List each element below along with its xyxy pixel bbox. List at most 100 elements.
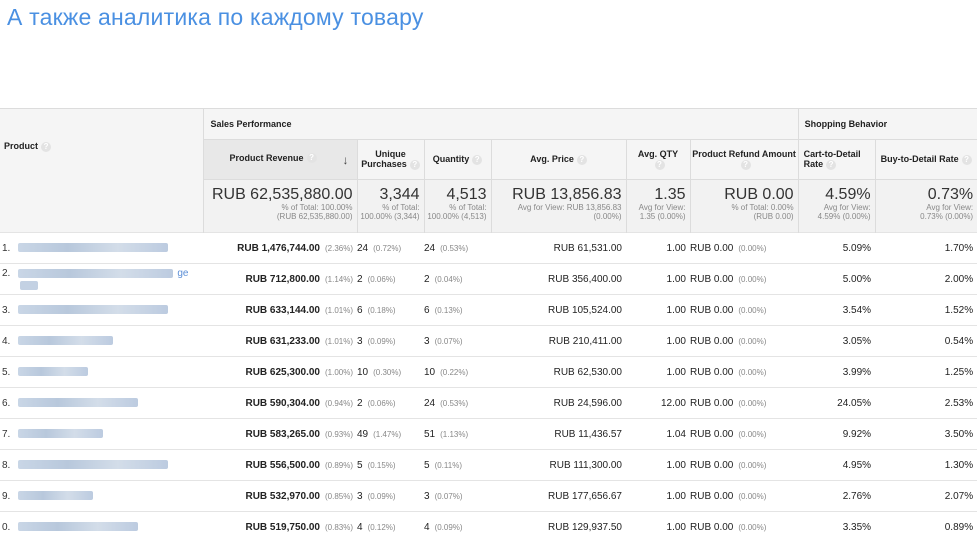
- unique-percent: (0.15%): [368, 461, 396, 470]
- avg-qty-cell: 1.00: [626, 512, 690, 542]
- table-row[interactable]: 5.RUB 625,300.00(1.00%)10(0.30%)10(0.22%…: [0, 357, 977, 388]
- product-cell[interactable]: 0.: [0, 512, 203, 542]
- refund-percent: (0.00%): [738, 399, 766, 408]
- refund-percent: (0.00%): [738, 430, 766, 439]
- redacted-product-name[interactable]: [18, 522, 138, 531]
- refund-percent: (0.00%): [738, 306, 766, 315]
- table-row[interactable]: 9.RUB 532,970.00(0.85%)3(0.09%)3(0.07%)R…: [0, 481, 977, 512]
- product-cell[interactable]: 2. ge: [0, 264, 203, 295]
- unique-percent: (0.12%): [368, 523, 396, 532]
- quantity-value: 10: [424, 367, 435, 378]
- product-column-header[interactable]: Product?: [0, 109, 203, 233]
- buy-to-detail-header[interactable]: Buy-to-Detail Rate?: [875, 140, 977, 180]
- refund-value: RUB 0.00: [690, 398, 733, 409]
- table-row[interactable]: 0.RUB 519,750.00(0.83%)4(0.12%)4(0.09%)R…: [0, 512, 977, 542]
- product-report-table: Product? Sales Performance Shopping Beha…: [0, 108, 977, 542]
- row-index: 2.: [2, 268, 10, 279]
- quantity-value: 24: [424, 243, 435, 254]
- cart-rate-cell: 3.54%: [798, 295, 875, 326]
- table-row[interactable]: 7.RUB 583,265.00(0.93%)49(1.47%)51(1.13%…: [0, 419, 977, 450]
- revenue-percent: (2.36%): [325, 244, 353, 253]
- shopping-behavior-group: Shopping Behavior: [798, 109, 977, 140]
- avg-price-header[interactable]: Avg. Price?: [491, 140, 626, 180]
- redacted-product-name[interactable]: [18, 336, 113, 345]
- unique-value: 6: [357, 305, 363, 316]
- table-row[interactable]: 1.RUB 1,476,744.00(2.36%)24(0.72%)24(0.5…: [0, 233, 977, 264]
- quantity-value: 2: [424, 274, 430, 285]
- product-cell[interactable]: 9.: [0, 481, 203, 512]
- table-row[interactable]: 4.RUB 631,233.00(1.01%)3(0.09%)3(0.07%)R…: [0, 326, 977, 357]
- help-icon[interactable]: ?: [41, 142, 51, 152]
- cart-rate-cell: 4.95%: [798, 450, 875, 481]
- help-icon[interactable]: ?: [410, 160, 420, 170]
- refund-value: RUB 0.00: [690, 491, 733, 502]
- total-refund-share: % of Total: 0.00%: [691, 203, 794, 212]
- product-cell[interactable]: 6.: [0, 388, 203, 419]
- product-cell[interactable]: 3.: [0, 295, 203, 326]
- quantity-percent: (0.22%): [440, 368, 468, 377]
- product-cell[interactable]: 7.: [0, 419, 203, 450]
- quantity-percent: (0.07%): [435, 492, 463, 501]
- redacted-product-name[interactable]: [18, 269, 173, 278]
- revenue-percent: (1.14%): [325, 275, 353, 284]
- product-cell[interactable]: 8.: [0, 450, 203, 481]
- avg-qty-cell: 1.00: [626, 295, 690, 326]
- table-row[interactable]: 3.RUB 633,144.00(1.01%)6(0.18%)6(0.13%)R…: [0, 295, 977, 326]
- unique-percent: (1.47%): [373, 430, 401, 439]
- quantity-cell: 4(0.09%): [424, 512, 491, 542]
- redacted-product-name[interactable]: [18, 305, 168, 314]
- quantity-value: 3: [424, 491, 430, 502]
- total-revenue-cell: RUB 62,535,880.00 % of Total: 100.00% (R…: [203, 180, 357, 233]
- redacted-product-name[interactable]: [18, 367, 88, 376]
- buy-rate-cell: 1.30%: [875, 450, 977, 481]
- unique-percent: (0.09%): [368, 492, 396, 501]
- total-cart-view: Avg for View:: [799, 203, 871, 212]
- redacted-product-name[interactable]: [18, 398, 138, 407]
- product-cell[interactable]: 1.: [0, 233, 203, 264]
- help-icon[interactable]: ?: [962, 155, 972, 165]
- help-icon[interactable]: ?: [472, 155, 482, 165]
- total-quantity-share: % of Total:: [425, 203, 487, 212]
- redacted-product-name: [20, 281, 38, 290]
- product-name-suffix[interactable]: ge: [177, 268, 188, 279]
- quantity-value: 3: [424, 336, 430, 347]
- avg-price-cell: RUB 24,596.00: [491, 388, 626, 419]
- unique-purchases-header[interactable]: Unique Purchases?: [357, 140, 424, 180]
- total-cart: 4.59%: [799, 187, 871, 203]
- refund-amount-header[interactable]: Product Refund Amount?: [690, 140, 798, 180]
- redacted-product-name[interactable]: [18, 460, 168, 469]
- redacted-product-name[interactable]: [18, 429, 103, 438]
- table-row[interactable]: 6.RUB 590,304.00(0.94%)2(0.06%)24(0.53%)…: [0, 388, 977, 419]
- product-revenue-header[interactable]: Product Revenue? ↓: [203, 140, 357, 180]
- avg-qty-cell: 12.00: [626, 388, 690, 419]
- cart-rate-cell: 9.92%: [798, 419, 875, 450]
- product-cell[interactable]: 4.: [0, 326, 203, 357]
- redacted-product-name[interactable]: [18, 491, 93, 500]
- help-icon[interactable]: ?: [741, 160, 751, 170]
- avg-price-cell: RUB 129,937.50: [491, 512, 626, 542]
- product-cell[interactable]: 5.: [0, 357, 203, 388]
- help-icon[interactable]: ?: [826, 160, 836, 170]
- product-revenue-label: Product Revenue: [229, 153, 303, 163]
- avg-price-label: Avg. Price: [530, 154, 574, 164]
- avg-qty-cell: 1.00: [626, 326, 690, 357]
- quantity-header[interactable]: Quantity?: [424, 140, 491, 180]
- help-icon[interactable]: ?: [655, 160, 665, 170]
- row-index: 8.: [2, 460, 10, 471]
- unique-cell: 6(0.18%): [357, 295, 424, 326]
- avg-qty-header[interactable]: Avg. QTY?: [626, 140, 690, 180]
- revenue-cell: RUB 631,233.00(1.01%): [203, 326, 357, 357]
- sort-descending-icon[interactable]: ↓: [343, 153, 349, 167]
- total-cart-cell: 4.59% Avg for View: 4.59% (0.00%): [798, 180, 875, 233]
- unique-value: 2: [357, 274, 363, 285]
- refund-value: RUB 0.00: [690, 336, 733, 347]
- redacted-product-name[interactable]: [18, 243, 168, 252]
- row-index: 1.: [2, 243, 10, 254]
- total-buy-view: Avg for View:: [876, 203, 974, 212]
- help-icon[interactable]: ?: [307, 153, 317, 163]
- table-row[interactable]: 8.RUB 556,500.00(0.89%)5(0.15%)5(0.11%)R…: [0, 450, 977, 481]
- cart-to-detail-header[interactable]: Cart-to-Detail Rate?: [798, 140, 875, 180]
- quantity-cell: 6(0.13%): [424, 295, 491, 326]
- help-icon[interactable]: ?: [577, 155, 587, 165]
